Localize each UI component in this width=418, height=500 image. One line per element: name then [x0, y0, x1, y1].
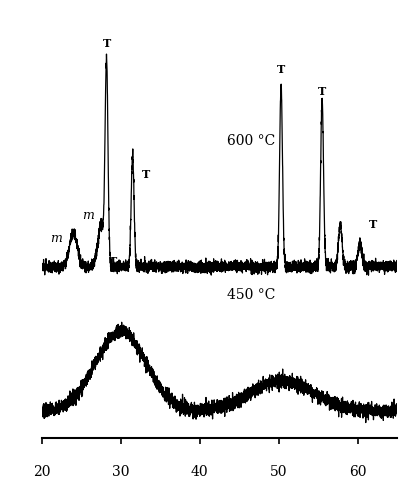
Text: T: T — [277, 64, 285, 75]
Text: T: T — [109, 256, 117, 267]
Text: T: T — [102, 38, 111, 49]
Text: T: T — [142, 168, 150, 179]
Text: T: T — [318, 86, 326, 96]
Text: 450 °C: 450 °C — [227, 288, 275, 302]
Text: 600 °C: 600 °C — [227, 134, 275, 148]
Text: m: m — [82, 209, 94, 222]
Text: T: T — [369, 220, 377, 230]
Text: m: m — [50, 232, 62, 245]
